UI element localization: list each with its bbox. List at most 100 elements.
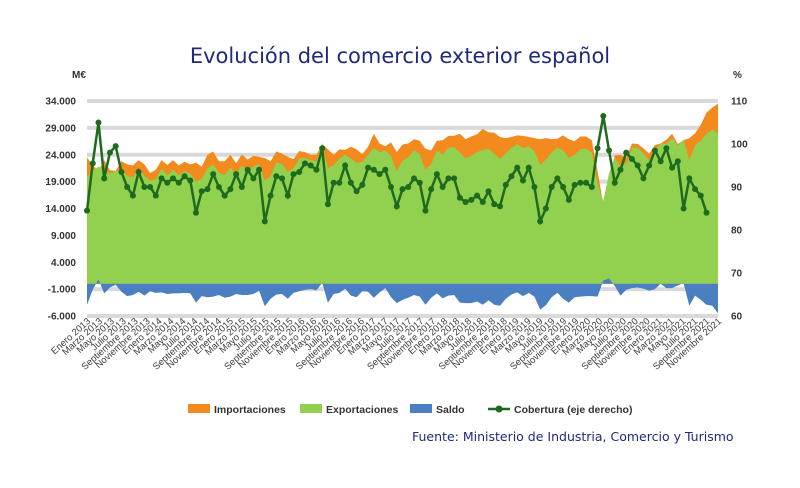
cobertura-point	[542, 205, 549, 212]
y-right-tick-label: 110	[731, 97, 748, 108]
chart-title: Evolución del comercio exterior español	[189, 44, 611, 68]
cobertura-point	[181, 173, 188, 180]
cobertura-point	[129, 192, 136, 199]
cobertura-point	[640, 175, 647, 182]
cobertura-point	[502, 181, 509, 188]
y-left-tick-label: -1.000	[48, 285, 77, 296]
cobertura-point	[336, 179, 343, 186]
cobertura-point	[256, 166, 263, 173]
legend-item: Importaciones	[188, 404, 286, 416]
y-left-tick-label: 4.000	[51, 258, 76, 269]
cobertura-point	[628, 156, 635, 163]
cobertura-point	[531, 184, 538, 190]
legend-swatch-marker	[495, 405, 503, 413]
cobertura-point	[365, 164, 372, 171]
cobertura-point	[284, 192, 291, 199]
cobertura-point	[164, 179, 171, 186]
cobertura-point	[307, 162, 314, 169]
y-left-tick-label: -6.000	[48, 312, 77, 323]
cobertura-point	[537, 218, 544, 225]
cobertura-point	[600, 113, 607, 120]
cobertura-point	[422, 207, 429, 214]
cobertura-point	[663, 145, 670, 152]
y-right-tick-label: 60	[731, 312, 743, 323]
cobertura-point	[370, 166, 377, 173]
cobertura-point	[267, 192, 274, 199]
cobertura-point	[439, 184, 446, 190]
cobertura-point	[474, 192, 481, 199]
cobertura-point	[227, 186, 234, 193]
cobertura-point	[347, 179, 354, 186]
cobertura-point	[296, 168, 303, 175]
cobertura-point	[565, 196, 572, 203]
cobertura-point	[674, 158, 681, 165]
cobertura-point	[410, 175, 417, 182]
legend-label: Cobertura (eje derecho)	[514, 404, 632, 416]
cobertura-point	[479, 199, 486, 206]
y-right-tick-label: 70	[731, 269, 743, 280]
cobertura-point	[175, 179, 182, 186]
cobertura-point	[606, 147, 613, 154]
cobertura-point	[290, 171, 297, 178]
cobertura-point	[525, 164, 532, 171]
cobertura-point	[233, 171, 240, 178]
cobertura-point	[399, 186, 406, 193]
cobertura-point	[456, 194, 463, 201]
legend-label: Saldo	[436, 404, 465, 416]
cobertura-point	[238, 184, 245, 190]
cobertura-point	[221, 192, 228, 199]
cobertura-point	[617, 166, 624, 173]
cobertura-point	[204, 186, 211, 193]
y-left-tick-label: 34.000	[45, 97, 76, 108]
cobertura-point	[428, 186, 435, 193]
cobertura-point	[588, 184, 595, 190]
cobertura-point	[393, 203, 400, 210]
cobertura-point	[273, 173, 280, 180]
cobertura-point	[250, 175, 257, 182]
cobertura-point	[583, 179, 590, 186]
cobertura-point	[571, 181, 578, 188]
legend-item: Cobertura (eje derecho)	[488, 404, 632, 416]
cobertura-point	[451, 175, 458, 182]
cobertura-point	[124, 184, 131, 190]
right-axis-unit: %	[733, 70, 742, 81]
cobertura-point	[376, 171, 383, 178]
cobertura-point	[382, 166, 389, 173]
y-right-tick-label: 100	[731, 140, 748, 151]
cobertura-point	[301, 160, 308, 167]
legend-label: Importaciones	[214, 404, 286, 416]
cobertura-point	[657, 158, 664, 165]
legend-swatch	[410, 404, 432, 413]
cobertura-point	[462, 199, 469, 206]
cobertura-point	[485, 188, 492, 195]
cobertura-point	[118, 168, 125, 175]
cobertura-point	[548, 184, 555, 190]
cobertura-point	[353, 188, 360, 195]
cobertura-point	[651, 147, 658, 154]
cobertura-point	[445, 175, 452, 182]
cobertura-point	[468, 196, 475, 203]
cobertura-point	[692, 186, 699, 193]
cobertura-point	[697, 192, 704, 199]
left-axis-unit: M€	[72, 70, 86, 81]
cobertura-point	[170, 175, 177, 182]
cobertura-point	[187, 177, 194, 184]
cobertura-point	[95, 119, 102, 126]
cobertura-point	[686, 175, 693, 182]
cobertura-point	[279, 175, 286, 182]
cobertura-point	[594, 145, 601, 152]
cobertura-point	[324, 201, 331, 208]
source-note: Fuente: Ministerio de Industria, Comerci…	[412, 429, 734, 444]
cobertura-point	[158, 175, 165, 182]
cobertura-point	[198, 188, 205, 195]
y-left-tick-label: 24.000	[45, 150, 76, 161]
cobertura-point	[192, 209, 199, 216]
legend-item: Saldo	[410, 404, 465, 416]
cobertura-point	[634, 162, 641, 169]
y-left-tick-label: 14.000	[45, 204, 76, 215]
cobertura-point	[106, 149, 113, 156]
cobertura-point	[313, 166, 320, 173]
cobertura-point	[560, 184, 567, 190]
series-exportaciones-area	[87, 129, 718, 284]
